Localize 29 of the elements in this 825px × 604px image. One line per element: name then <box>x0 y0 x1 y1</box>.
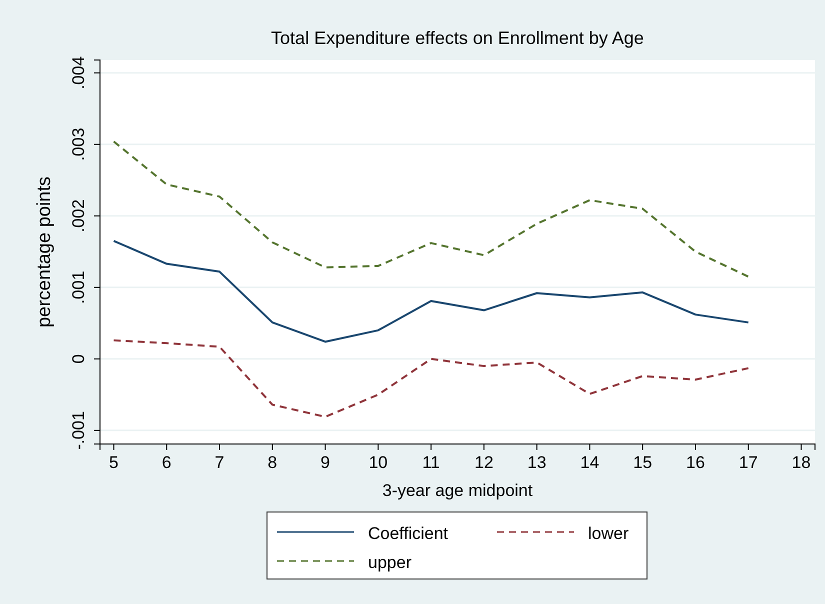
y-tick-label: -.001 <box>69 411 88 450</box>
legend-label: lower <box>588 524 629 543</box>
y-tick-label: .001 <box>69 270 88 304</box>
x-tick-label: 16 <box>686 453 705 472</box>
legend-label: upper <box>368 553 412 572</box>
legend-label: Coefficient <box>368 524 448 543</box>
y-tick-label: .002 <box>69 199 88 232</box>
x-tick-label: 12 <box>474 453 494 472</box>
y-tick-label: .003 <box>69 128 88 161</box>
y-axis-title: percentage points <box>34 176 55 328</box>
x-tick-label: 9 <box>320 453 330 472</box>
x-tick-label: 18 <box>792 453 811 472</box>
chart-title: Total Expenditure effects on Enrollment by Age <box>271 28 644 48</box>
line-series <box>112 140 750 278</box>
x-tick-label: 13 <box>527 453 546 472</box>
x-tick-label: 6 <box>162 453 172 472</box>
x-tick-label: 8 <box>268 453 278 472</box>
x-tick-label: 7 <box>214 453 224 472</box>
x-tick-label: 11 <box>422 453 440 472</box>
line-series <box>112 339 750 418</box>
x-axis-title: 3-year age midpoint <box>382 481 533 500</box>
y-tick-label: 0 <box>69 354 88 364</box>
x-tick-label: 15 <box>633 453 652 472</box>
x-tick-label: 5 <box>109 453 118 472</box>
x-tick-label: 10 <box>368 453 388 472</box>
x-tick-label: 17 <box>738 453 758 472</box>
line-series <box>112 240 750 343</box>
x-tick-label: 14 <box>580 453 600 472</box>
y-tick-label: .004 <box>69 56 88 90</box>
